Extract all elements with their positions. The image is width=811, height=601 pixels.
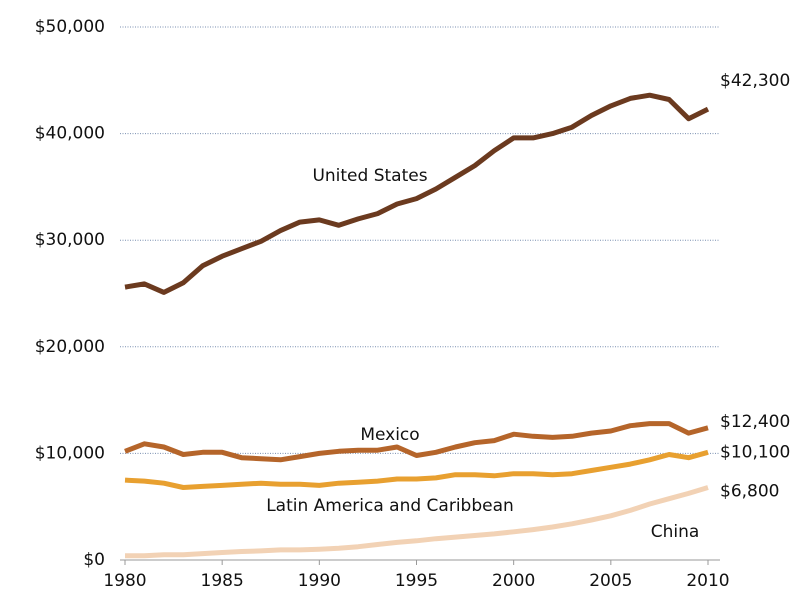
- value-label: $42,300: [720, 71, 790, 91]
- y-tick-label: $30,000: [35, 230, 105, 250]
- x-tick-label: 2010: [686, 571, 729, 591]
- y-tick-label: $0: [83, 550, 105, 570]
- series-line: [125, 485, 709, 559]
- series-label: China: [651, 522, 700, 542]
- y-tick-label: $10,000: [35, 443, 105, 463]
- series-line: [124, 92, 710, 295]
- x-tick-label: 1980: [103, 571, 146, 591]
- series-label: Latin America and Caribbean: [266, 496, 514, 516]
- x-tick-label: 2005: [589, 571, 632, 591]
- series-line: [124, 421, 709, 463]
- x-tick-label: 1985: [201, 571, 244, 591]
- y-tick-label: $40,000: [35, 124, 105, 144]
- series-line: [124, 449, 709, 490]
- series-label: United States: [312, 166, 427, 186]
- series-label: Mexico: [360, 425, 419, 445]
- value-label: $10,100: [720, 442, 790, 462]
- value-label: $12,400: [720, 412, 790, 432]
- x-tick-label: 1990: [298, 571, 341, 591]
- x-tick-label: 2000: [492, 571, 535, 591]
- value-label: $6,800: [720, 482, 779, 502]
- y-tick-label: $20,000: [35, 337, 105, 357]
- y-tick-label: $50,000: [35, 17, 105, 37]
- x-tick-label: 1995: [395, 571, 438, 591]
